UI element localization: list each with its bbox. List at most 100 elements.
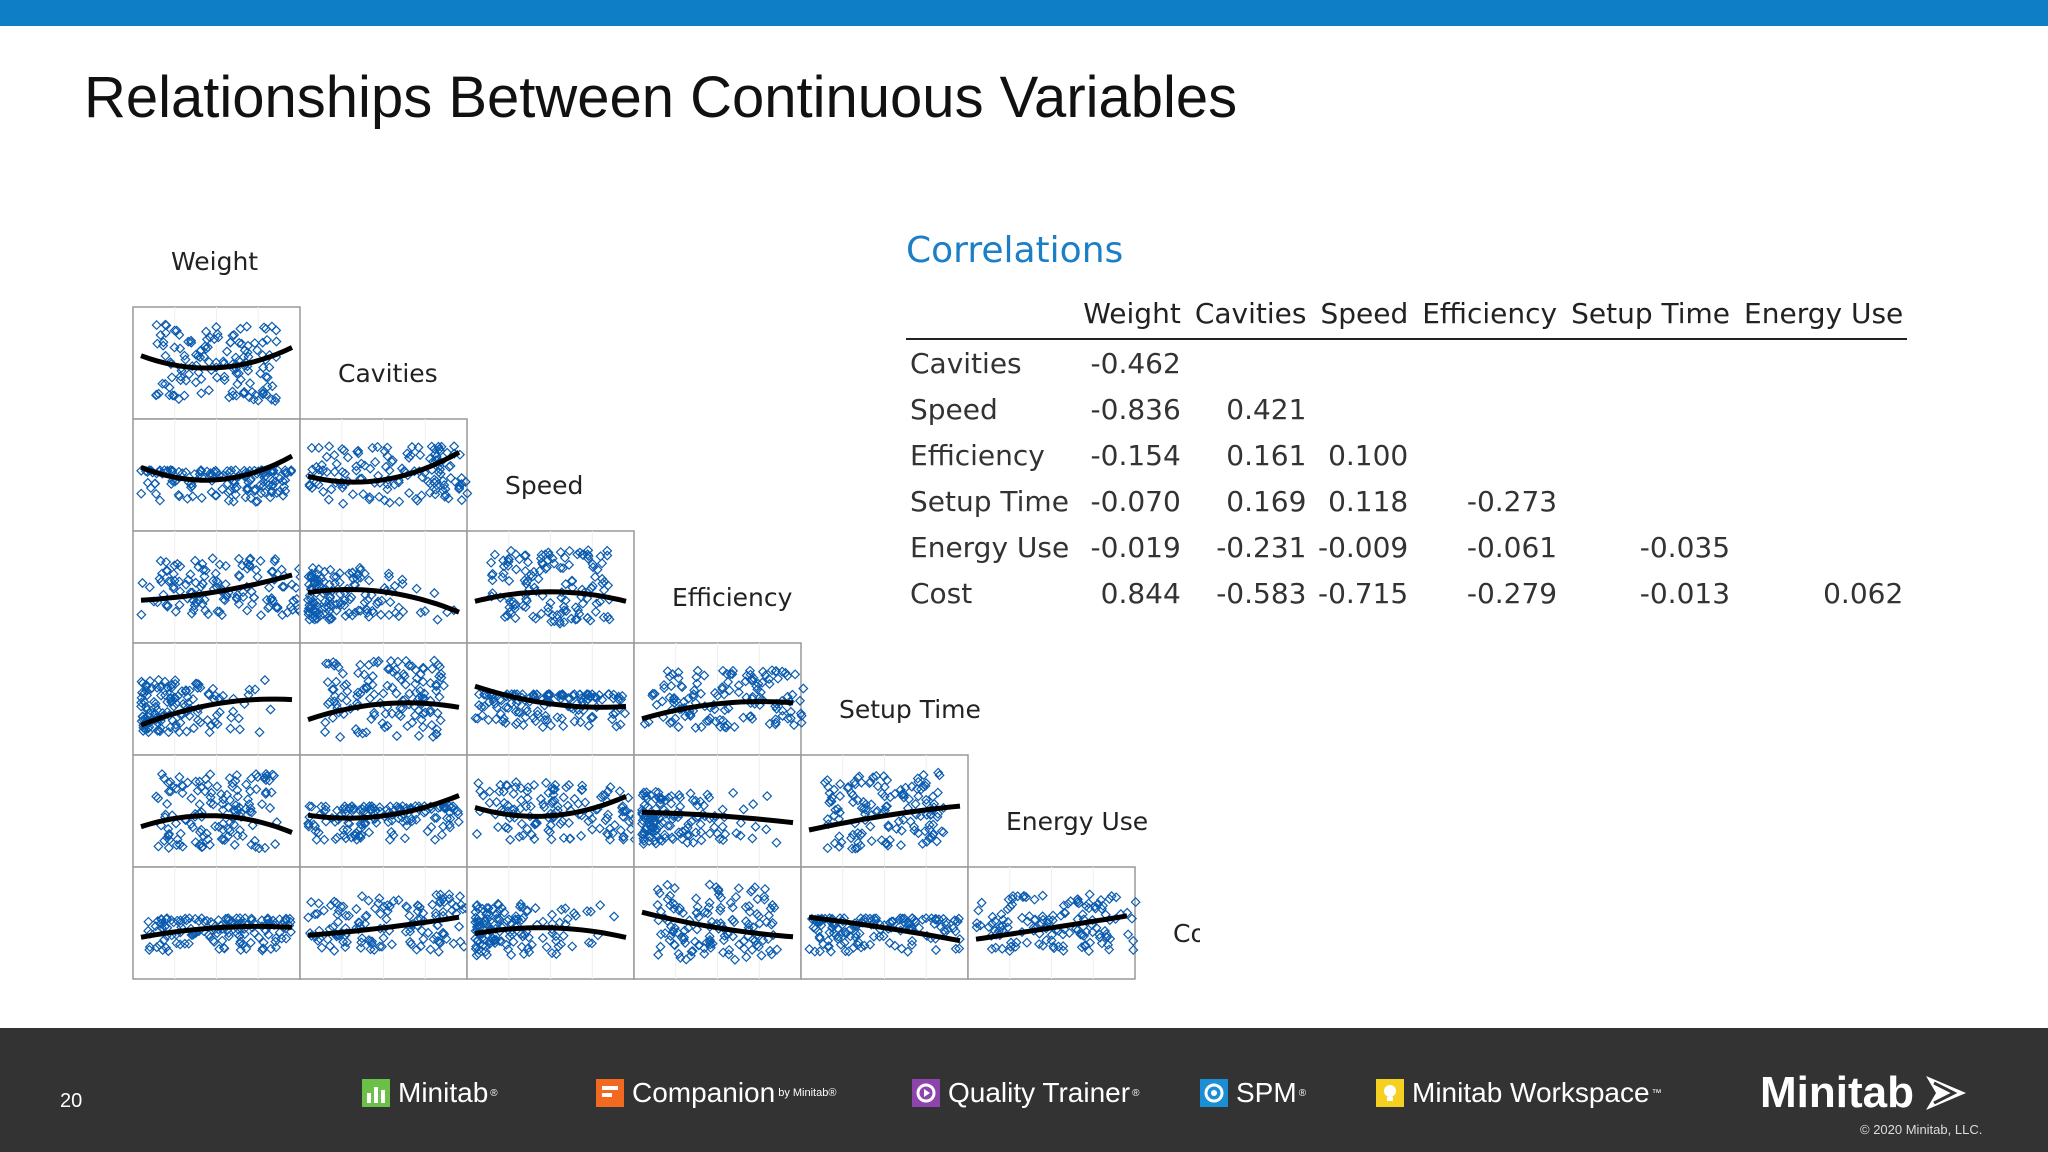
data-point <box>1094 929 1105 940</box>
data-point <box>794 695 806 706</box>
data-point <box>252 571 263 583</box>
fit-line <box>140 345 294 371</box>
data-point <box>925 809 936 821</box>
data-point <box>249 484 261 495</box>
data-point <box>788 719 800 731</box>
data-point <box>895 913 906 924</box>
data-point <box>796 717 807 728</box>
data-point <box>387 666 398 677</box>
quality-trainer-icon <box>912 1079 940 1107</box>
table-row: Cavities -0.462 <box>906 339 1907 386</box>
workspace-product-name: Minitab Workspace <box>1412 1077 1650 1108</box>
data-point <box>316 942 327 953</box>
data-point <box>431 889 442 901</box>
data-point <box>392 656 404 667</box>
data-point <box>260 787 272 798</box>
data-point <box>551 948 562 960</box>
quality-trainer-product-name: Quality Trainer <box>948 1077 1131 1108</box>
data-point <box>735 830 746 841</box>
data-point <box>364 492 375 503</box>
data-point <box>247 598 258 610</box>
data-point <box>228 329 240 341</box>
data-point <box>428 934 439 945</box>
data-point <box>498 561 510 572</box>
data-point <box>369 707 380 718</box>
fit-line <box>474 589 627 604</box>
data-point <box>411 944 422 955</box>
data-point <box>729 954 741 965</box>
data-point <box>364 693 376 704</box>
data-point <box>541 562 552 573</box>
data-point <box>891 823 902 834</box>
data-point <box>429 812 440 824</box>
data-point <box>316 459 327 471</box>
correlations-title: Correlations <box>906 230 1124 271</box>
data-point <box>510 598 521 610</box>
data-point <box>337 668 349 679</box>
data-point <box>1037 890 1048 901</box>
data-point <box>415 607 426 618</box>
data-point <box>168 568 179 580</box>
data-point <box>393 477 404 488</box>
matrix-cell <box>132 642 301 756</box>
data-point <box>692 678 703 689</box>
data-point <box>304 479 315 490</box>
data-point <box>499 797 510 809</box>
data-point <box>879 791 890 802</box>
data-point <box>319 834 330 845</box>
data-point <box>571 614 583 625</box>
data-point <box>553 691 564 702</box>
data-point <box>456 478 467 490</box>
data-point <box>542 714 553 726</box>
data-point <box>311 580 322 591</box>
data-point <box>594 596 606 607</box>
data-point <box>255 555 266 567</box>
data-point <box>883 820 894 831</box>
fit-line <box>641 909 794 940</box>
data-point <box>242 605 253 616</box>
data-point <box>609 820 620 831</box>
data-point <box>393 611 404 622</box>
data-point <box>230 483 241 494</box>
data-point <box>353 605 364 616</box>
correlations-panel: Correlations Weight Cavities Speed Efficien… <box>906 230 1908 616</box>
data-point <box>715 892 727 903</box>
data-point <box>338 498 349 509</box>
data-point <box>566 575 578 586</box>
data-point <box>547 796 558 807</box>
data-point <box>759 894 770 905</box>
data-point <box>230 352 241 363</box>
correlation-value: -0.279 <box>1466 576 1558 610</box>
data-point <box>266 593 277 604</box>
data-point <box>246 586 257 597</box>
data-point <box>676 680 687 692</box>
data-point <box>569 716 580 727</box>
data-point <box>217 935 228 946</box>
data-point <box>560 903 571 914</box>
data-point <box>747 885 758 896</box>
matrix-cell <box>967 866 1141 980</box>
data-point <box>277 490 289 501</box>
data-point <box>762 790 773 802</box>
data-point <box>185 569 196 580</box>
data-point <box>921 794 932 805</box>
data-point <box>730 891 742 903</box>
data-point <box>201 466 213 477</box>
data-point <box>747 944 758 955</box>
data-point <box>177 787 188 799</box>
data-point <box>321 658 332 669</box>
data-point <box>615 825 626 836</box>
data-point <box>470 713 481 724</box>
data-point <box>486 557 497 568</box>
data-point <box>431 685 442 696</box>
data-point <box>377 718 388 729</box>
data-point <box>136 697 147 708</box>
data-point <box>329 896 340 907</box>
variable-label: Speed <box>505 471 583 500</box>
data-point <box>503 944 514 955</box>
data-point <box>396 463 408 474</box>
data-point <box>217 804 229 816</box>
data-point <box>647 690 658 701</box>
data-point <box>547 610 558 621</box>
data-point <box>755 687 766 698</box>
